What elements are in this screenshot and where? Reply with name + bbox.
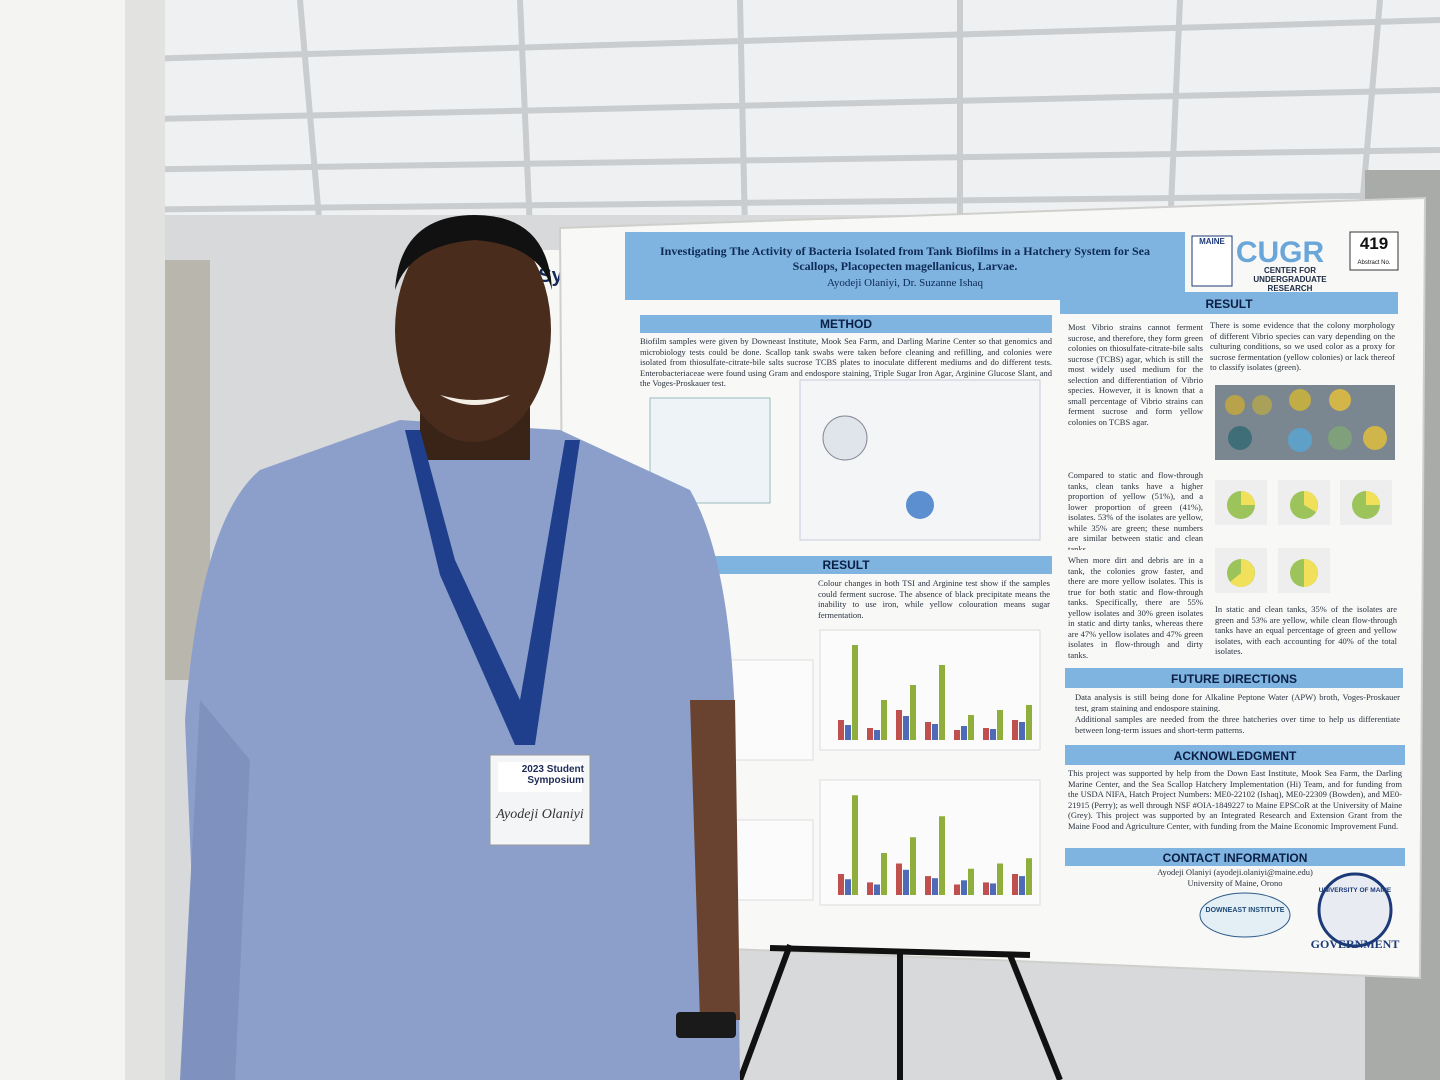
heading: METHOD: [820, 317, 872, 331]
future-bullet: Additional samples are needed from the t…: [1075, 714, 1400, 735]
figure-bar: [1012, 720, 1018, 740]
dish: [906, 491, 934, 519]
figure-bar: [932, 724, 938, 740]
maine-logo-text: MAINE: [1199, 237, 1225, 246]
dish: [822, 415, 868, 461]
heading-bar: [1060, 292, 1398, 314]
figure-bar: [881, 853, 887, 895]
poster-authors: Ayodeji Olaniyi, Dr. Suzanne Ishaq: [827, 277, 984, 289]
umaine-seal: [1317, 872, 1393, 948]
figure-bar: [925, 876, 931, 895]
figure-bar: [1012, 874, 1018, 895]
poster-title: Investigating The Activity of Bacteria I…: [660, 244, 1150, 273]
figure-bar: [997, 863, 1003, 895]
figure-bar: [910, 837, 916, 895]
downeast-logo: [1199, 892, 1291, 938]
figure-bar: [881, 700, 887, 740]
heading: FUTURE DIRECTIONS: [1171, 672, 1297, 686]
figure-bar: [997, 710, 1003, 740]
heading: RESULT: [822, 558, 870, 572]
cugr-acronym: CUGR: [1236, 236, 1325, 269]
heading: CONTACT INFORMATION: [1163, 851, 1308, 865]
plate-photos: [1215, 385, 1395, 460]
figure-bar: [903, 716, 909, 740]
figure-bar: [1026, 858, 1032, 895]
figure-bar: [961, 726, 967, 740]
method-text: Biofilm samples were given by Downeast I…: [640, 336, 1052, 388]
heading-bar: [1065, 668, 1403, 688]
cugr-name: CENTER FOR UNDERGRADUATE RESEARCH: [1253, 266, 1327, 292]
figure-bar: [1019, 722, 1025, 740]
figure-bar: [1019, 876, 1025, 895]
future-bullet: Data analysis is still being done for Al…: [1075, 692, 1400, 712]
umaine-text: UNIVERSITY OF MAINE: [1319, 887, 1392, 894]
pillar: [0, 0, 125, 1080]
figure-bar: [990, 883, 996, 895]
figure-bar: [939, 816, 945, 895]
figure-bar: [896, 710, 902, 740]
figure-bar: [925, 722, 931, 740]
figure-bar: [983, 728, 989, 740]
heading-bar: [1065, 848, 1405, 866]
figure-bar: [896, 863, 902, 895]
figure-bar: [867, 882, 873, 895]
figure-bar: [954, 730, 960, 740]
figure-bar: [932, 878, 938, 895]
figure-bar: [874, 884, 880, 895]
badge-header: [498, 762, 582, 792]
easel: [737, 943, 1063, 1080]
figure-bar: [845, 879, 851, 895]
ceiling-grid: [109, 0, 1440, 231]
abstract-number: 419: [1360, 234, 1388, 253]
heading: RESULT: [1205, 297, 1253, 311]
heading-bar: [1065, 745, 1405, 765]
heading-bar: [640, 556, 1052, 574]
clean-tank-text: In static and clean tanks, 35% of the is…: [1215, 604, 1397, 656]
badge-name: Ayodeji Olaniyi: [495, 807, 584, 822]
figure-bar: [852, 795, 858, 895]
title-banner: [625, 232, 1185, 300]
heading-bar: [640, 315, 1052, 333]
result-text: Colour changes in both TSI and Arginine …: [818, 578, 1050, 620]
heading: ACKNOWLEDGMENT: [1174, 749, 1297, 763]
abstract-box: [1349, 231, 1399, 271]
figure-bar: [903, 869, 909, 895]
maine-logo: [1191, 235, 1233, 287]
figure-bar: [910, 685, 916, 740]
figure-bar: [954, 884, 960, 895]
figure-bar: [939, 665, 945, 740]
chart-bars: [838, 645, 1032, 895]
figure-bar: [990, 729, 996, 740]
figure-bar: [968, 715, 974, 740]
result-bullet: Most Vibrio strains cannot ferment sucro…: [1068, 322, 1203, 427]
figure-bar: [845, 725, 851, 740]
result-bullet: Compared to static and flow-through tank…: [1068, 470, 1203, 550]
figure-bar: [983, 882, 989, 895]
result-bullet: When more dirt and debris are in a tank,…: [1068, 555, 1203, 660]
figure-bar: [852, 645, 858, 740]
contact-line: University of Maine, Orono: [1188, 878, 1283, 888]
figure-bar: [968, 868, 974, 895]
figure-bar: [874, 730, 880, 740]
badge-event: 2023 Student Symposium: [521, 764, 584, 786]
figure-bar: [961, 880, 967, 895]
pie-charts: [1215, 480, 1392, 593]
figure-bar: [838, 720, 844, 740]
contact-line: Ayodeji Olaniyi (ayodeji.olaniyi@maine.e…: [1157, 867, 1313, 877]
figure-bar: [1026, 705, 1032, 740]
acknowledgment-text: This project was supported by help from …: [1068, 768, 1402, 831]
gsg-text: GOVERNMENT: [1311, 937, 1400, 951]
figure-bar: [838, 874, 844, 895]
downeast-text: DOWNEAST INSTITUTE: [1206, 907, 1285, 914]
pillar-side: [125, 0, 165, 1080]
abstract-label: Abstract No.: [1357, 260, 1390, 266]
person: [180, 215, 740, 1080]
colony-text: There is some evidence that the colony m…: [1210, 320, 1395, 372]
figure-bar: [867, 728, 873, 740]
